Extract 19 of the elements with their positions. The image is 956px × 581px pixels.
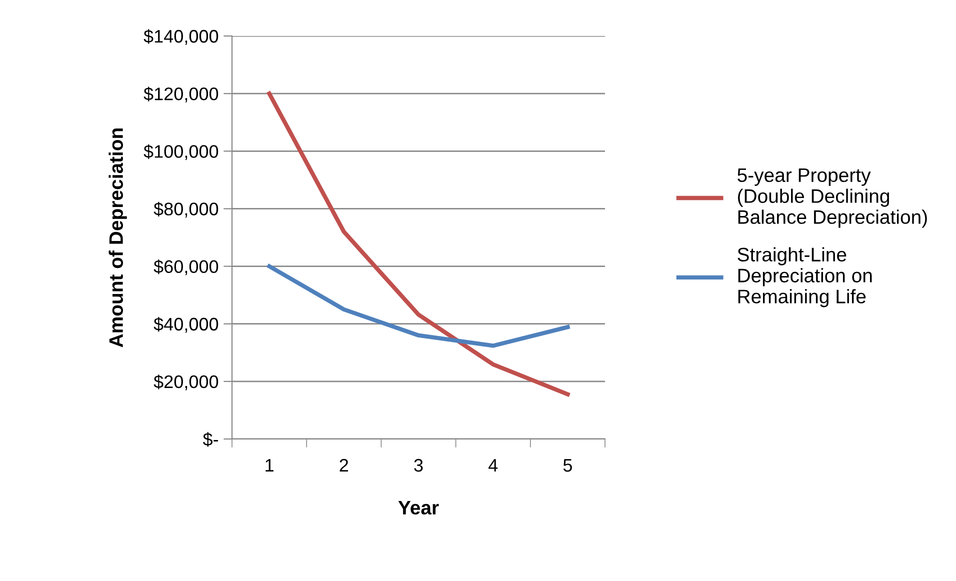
x-tick-label: 5 [563,459,572,472]
x-tick-label: 3 [414,458,423,472]
y-tick-label: $- [202,432,218,447]
legend-label: Straight-Line Depreciation on Remaining Life [738,247,872,308]
line-series [267,91,570,396]
x-axis-title: Year [398,500,439,515]
line-series [267,264,570,348]
x-tick-label: 4 [488,459,498,472]
legend-label: 5-year Property (Double Declining Balance Depreciation) [738,168,927,228]
y-axis-title: Amount of Depreciation [108,128,127,348]
y-tick-label: $120,000 [144,86,218,102]
x-tick-label: 1 [266,459,274,472]
x-tick-label: 2 [340,458,348,472]
y-tick-label: $140,000 [144,29,218,45]
y-tick-label: $100,000 [144,144,218,160]
y-tick-label: $20,000 [154,374,218,390]
y-tick-label: $80,000 [154,202,218,218]
y-tick-label: $40,000 [154,317,218,333]
y-tick-label: $60,000 [154,259,218,276]
